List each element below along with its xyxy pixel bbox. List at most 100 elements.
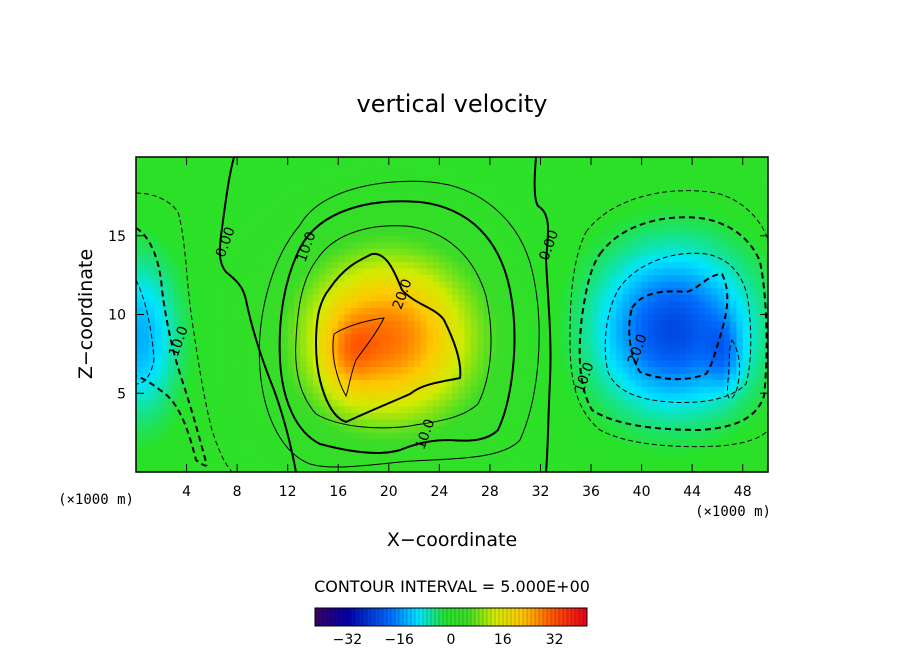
field-cell — [534, 229, 542, 237]
field-cell — [610, 281, 617, 289]
field-cell — [540, 222, 548, 230]
field-cell — [572, 373, 579, 381]
field-cell — [470, 275, 478, 283]
field-cell — [388, 426, 396, 434]
field-cell — [578, 353, 586, 362]
field-cell — [237, 157, 245, 165]
field-cell — [173, 426, 181, 434]
field-cell — [654, 314, 662, 322]
field-cell — [496, 216, 504, 224]
field-cell — [256, 327, 263, 335]
field-cell — [331, 360, 339, 368]
field-cell — [685, 189, 693, 197]
field-cell — [565, 347, 573, 355]
field-cell — [666, 432, 674, 440]
field-cell — [331, 406, 339, 414]
field-cell — [230, 465, 238, 472]
field-cell — [344, 406, 352, 414]
field-cell — [540, 452, 548, 460]
field-cell — [275, 327, 282, 335]
field-cell — [635, 163, 643, 171]
field-cell — [749, 399, 756, 407]
field-cell — [224, 367, 232, 375]
field-cell — [673, 163, 681, 171]
field-cell — [660, 465, 668, 472]
field-cell — [502, 373, 510, 381]
field-cell — [685, 248, 693, 257]
field-cell — [616, 235, 624, 243]
field-cell — [237, 426, 245, 434]
field-cell — [142, 367, 150, 375]
field-cell — [426, 157, 434, 165]
field-cell — [154, 321, 162, 329]
field-cell — [167, 222, 175, 230]
field-cell — [622, 202, 630, 211]
field-cell — [711, 334, 719, 342]
field-cell — [363, 209, 371, 217]
field-cell — [742, 419, 750, 427]
field-cell — [369, 222, 377, 230]
field-cell — [692, 399, 700, 407]
field-cell — [597, 268, 605, 276]
field-cell — [350, 209, 358, 217]
field-cell — [154, 373, 162, 381]
field-cell — [306, 183, 314, 191]
field-cell — [186, 439, 194, 447]
field-cell — [173, 275, 181, 283]
field-cell — [388, 196, 396, 204]
field-cell — [755, 426, 763, 434]
field-cell — [331, 347, 339, 355]
field-cell — [534, 399, 542, 407]
field-cell — [382, 176, 390, 184]
field-cell — [628, 202, 636, 211]
field-cell — [445, 216, 453, 224]
field-cell — [237, 380, 245, 388]
field-cell — [192, 281, 200, 289]
field-cell — [483, 307, 491, 316]
field-cell — [205, 419, 213, 427]
field-cell — [420, 399, 428, 407]
field-cell — [679, 327, 687, 335]
field-cell — [433, 183, 440, 191]
field-cell — [388, 386, 396, 394]
field-cell — [692, 465, 700, 472]
field-cell — [603, 419, 611, 427]
field-cell — [597, 334, 605, 342]
field-cell — [666, 235, 674, 243]
field-cell — [136, 465, 143, 472]
field-cell — [692, 452, 700, 460]
field-cell — [369, 373, 377, 381]
field-cell — [660, 334, 668, 342]
field-cell — [218, 426, 226, 434]
field-cell — [237, 209, 245, 217]
field-cell — [584, 393, 592, 401]
field-cell — [186, 170, 194, 178]
field-cell — [755, 248, 763, 257]
field-cell — [199, 419, 207, 427]
field-cell — [211, 262, 219, 270]
colorbar-swatch — [495, 608, 500, 626]
field-cell — [679, 347, 687, 355]
field-cell — [489, 170, 497, 178]
field-cell — [603, 347, 611, 355]
field-cell — [230, 268, 238, 276]
field-cell — [369, 307, 377, 316]
field-cell — [136, 412, 143, 421]
colorbar-swatch — [363, 608, 368, 626]
field-cell — [148, 301, 156, 309]
field-cell — [161, 248, 169, 257]
field-cell — [515, 262, 523, 270]
field-cell — [186, 196, 194, 204]
field-cell — [161, 334, 169, 342]
field-cell — [268, 222, 276, 230]
field-cell — [515, 386, 523, 394]
field-cell — [711, 183, 719, 191]
field-cell — [508, 268, 516, 276]
contour-interval-text: CONTOUR INTERVAL = 5.000E+00 — [314, 577, 590, 596]
field-cell — [749, 314, 756, 322]
field-cell — [698, 367, 706, 375]
field-cell — [154, 183, 162, 191]
field-cell — [666, 222, 674, 230]
field-cell — [654, 426, 662, 434]
